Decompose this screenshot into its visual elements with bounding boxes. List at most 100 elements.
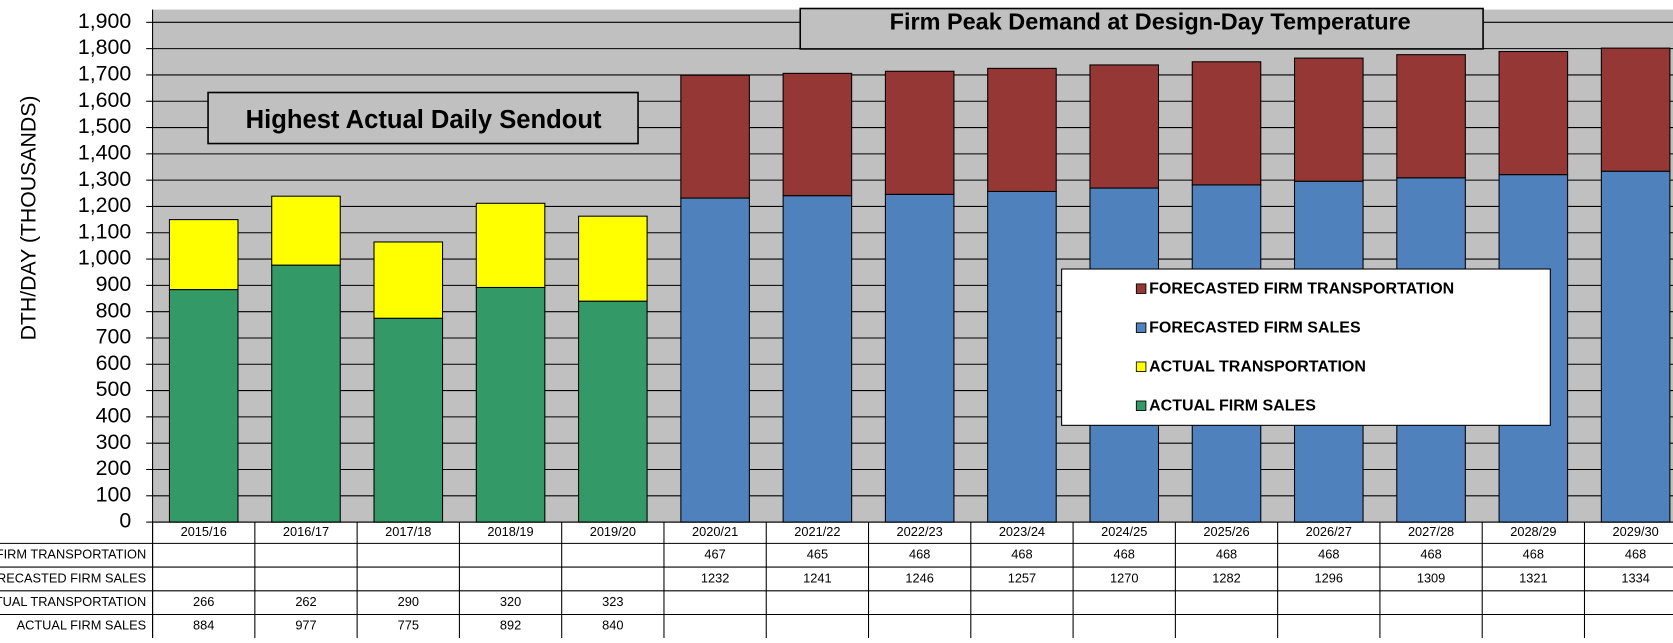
bar [1600,47,1671,172]
table-value: 468 [1114,547,1135,562]
table-value: 1321 [1519,570,1547,585]
y-tick-label: 400 [96,404,132,428]
bar [271,195,341,266]
table-value: 468 [1625,547,1646,562]
legend-label: FORECASTED FIRM TRANSPORTATION [1149,280,1454,297]
bar [578,215,648,302]
x-tick-label: 2018/19 [487,524,533,539]
table-value: 1241 [803,570,831,585]
bar [578,300,648,523]
x-tick-label: 2024/25 [1101,524,1147,539]
legend-label: ACTUAL TRANSPORTATION [1149,359,1366,376]
legend-label: ACTUAL FIRM SALES [1149,398,1316,415]
bar [884,70,955,195]
table-value: 465 [807,547,828,562]
table-value: 468 [1011,547,1032,562]
row-label: ACTUAL TRANSPORTATION [0,594,146,609]
y-tick-label: 1,100 [78,219,132,243]
table-value: 892 [500,618,521,633]
table-value: 323 [602,594,623,609]
legend-swatch [1135,361,1147,372]
table-value: 262 [295,594,316,609]
y-tick-label: 200 [96,456,132,480]
bar [987,67,1057,192]
x-tick-label: 2023/24 [999,524,1045,539]
y-axis-label: DTH/DAY (THOUSANDS) [16,96,40,341]
bar [168,289,239,523]
x-tick-label: 2019/20 [590,524,636,539]
y-tick-label: 1,700 [78,62,132,86]
bar [1498,50,1569,176]
x-tick-label: 2016/17 [283,524,329,539]
table-value: 775 [398,618,419,633]
x-tick-label: 2017/18 [385,524,431,539]
y-tick-label: 1,200 [78,193,132,217]
table-value: 884 [193,618,214,633]
annotation: Highest Actual Daily Sendout [246,106,602,134]
table-value: 840 [602,618,623,633]
bar [1396,54,1466,179]
bar [1089,64,1160,189]
y-tick-label: 500 [96,377,132,401]
bar [1191,61,1262,186]
y-tick-label: 1,900 [78,9,132,33]
table-value: 1246 [905,570,933,585]
table-value: 1282 [1212,570,1240,585]
legend-swatch [1135,283,1147,294]
table-value: 266 [193,594,214,609]
y-tick-label: 300 [96,430,132,454]
bar [475,202,546,289]
table-value: 468 [1318,547,1339,562]
bar [782,195,853,523]
annotation-box [207,91,639,145]
table-value: 1232 [701,570,729,585]
x-tick-label: 2015/16 [181,524,227,539]
row-label: FORECASTED FIRM TRANSPORTATION [0,547,146,562]
bar [373,241,444,319]
y-tick-label: 600 [96,351,132,375]
bar [271,264,341,523]
y-tick-label: 1,600 [78,88,132,112]
x-tick-label: 2025/26 [1203,524,1249,539]
y-tick-label: 700 [96,325,132,349]
bar [1600,170,1671,523]
title-box [799,7,1484,50]
table-value: 1270 [1110,570,1138,585]
bar [168,219,239,291]
table-value: 320 [500,594,521,609]
table-value: 467 [704,547,725,562]
y-tick-label: 1,400 [78,140,132,164]
x-tick-label: 2022/23 [897,524,943,539]
table-value: 1296 [1315,570,1343,585]
table-value: 468 [1216,547,1237,562]
x-tick-label: 2026/27 [1306,524,1352,539]
legend-swatch [1135,400,1147,411]
table-value: 468 [1523,547,1544,562]
table-value: 468 [1420,547,1441,562]
bar [782,72,853,197]
bar [680,74,750,199]
chart-title: Firm Peak Demand at Design-Day Temperatu… [890,9,1411,35]
bar [373,317,444,523]
table-value: 1334 [1621,570,1649,585]
table-value: 1257 [1008,570,1036,585]
y-tick-label: 100 [96,482,132,506]
x-tick-label: 2029/30 [1613,524,1659,539]
bar [1293,57,1364,182]
y-tick-label: 1,300 [78,167,132,191]
table-value: 977 [295,618,316,633]
x-tick-label: 2021/22 [794,524,840,539]
legend-box [1061,268,1551,426]
table-value: 468 [909,547,930,562]
table-value: 290 [398,594,419,609]
y-tick-label: 800 [96,298,132,322]
bar [987,190,1057,523]
row-label: ACTUAL FIRM SALES [17,618,147,633]
x-tick-label: 2020/21 [692,524,738,539]
y-tick-label: 1,500 [78,114,132,138]
y-tick-label: 1,000 [78,246,132,270]
bar [680,197,750,523]
y-tick-label: 0 [119,509,131,533]
bar [475,286,546,523]
